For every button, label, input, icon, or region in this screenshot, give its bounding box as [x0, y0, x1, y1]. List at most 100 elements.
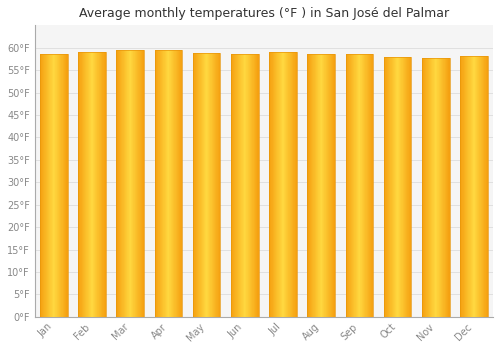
Bar — [91, 52, 92, 317]
Bar — [158, 50, 159, 317]
Bar — [45, 55, 46, 317]
Bar — [207, 53, 208, 317]
Bar — [88, 52, 90, 317]
Bar — [242, 55, 243, 317]
Bar — [215, 53, 216, 317]
Bar — [328, 55, 329, 317]
Bar — [197, 53, 198, 317]
Bar — [410, 57, 411, 317]
Bar — [157, 50, 158, 317]
Bar — [181, 50, 182, 317]
Bar — [166, 50, 167, 317]
Bar — [274, 52, 275, 317]
Bar — [407, 57, 408, 317]
Bar — [273, 52, 274, 317]
Bar — [471, 56, 472, 317]
Bar — [475, 56, 476, 317]
Bar — [82, 52, 83, 317]
Bar — [155, 50, 156, 317]
Bar — [159, 50, 160, 317]
Bar — [319, 55, 320, 317]
Bar — [469, 56, 470, 317]
Bar — [312, 55, 313, 317]
Bar — [442, 57, 443, 317]
Bar — [357, 55, 358, 317]
Bar — [287, 52, 288, 317]
Bar — [431, 57, 432, 317]
Bar — [81, 52, 82, 317]
Bar — [209, 53, 210, 317]
Bar — [169, 50, 170, 317]
Bar — [63, 55, 64, 317]
Bar — [66, 55, 67, 317]
Bar — [486, 56, 487, 317]
Bar — [360, 55, 361, 317]
Bar — [390, 57, 391, 317]
Bar — [160, 50, 162, 317]
Bar — [314, 55, 315, 317]
Bar — [92, 52, 93, 317]
Bar — [422, 57, 450, 317]
Bar — [251, 55, 252, 317]
Bar — [448, 57, 449, 317]
Bar — [472, 56, 473, 317]
Bar — [354, 55, 355, 317]
Bar — [163, 50, 164, 317]
Bar — [366, 55, 367, 317]
Bar — [346, 55, 373, 317]
Bar — [42, 55, 43, 317]
Bar — [348, 55, 349, 317]
Bar — [372, 55, 373, 317]
Bar — [96, 52, 97, 317]
Bar — [470, 56, 471, 317]
Bar — [143, 50, 144, 317]
Bar — [132, 50, 133, 317]
Bar — [245, 55, 246, 317]
Bar — [55, 55, 56, 317]
Bar — [104, 52, 105, 317]
Bar — [483, 56, 484, 317]
Bar — [252, 55, 253, 317]
Bar — [446, 57, 447, 317]
Bar — [40, 55, 41, 317]
Bar — [198, 53, 199, 317]
Bar — [199, 53, 200, 317]
Bar — [447, 57, 448, 317]
Bar — [283, 52, 284, 317]
Bar — [177, 50, 178, 317]
Bar — [406, 57, 407, 317]
Bar — [93, 52, 94, 317]
Bar — [291, 52, 292, 317]
Bar — [98, 52, 99, 317]
Bar — [249, 55, 250, 317]
Bar — [321, 55, 322, 317]
Bar — [274, 52, 276, 317]
Bar — [427, 57, 428, 317]
Bar — [330, 55, 331, 317]
Bar — [313, 55, 314, 317]
Bar — [97, 52, 98, 317]
Bar — [320, 55, 321, 317]
Bar — [94, 52, 95, 317]
Bar — [241, 55, 242, 317]
Bar — [388, 57, 389, 317]
Bar — [487, 56, 488, 317]
Bar — [365, 55, 366, 317]
Bar — [461, 56, 462, 317]
Bar — [138, 50, 139, 317]
Bar — [435, 57, 436, 317]
Bar — [346, 55, 348, 317]
Bar — [236, 55, 237, 317]
Bar — [334, 55, 335, 317]
Bar — [389, 57, 390, 317]
Bar — [285, 52, 286, 317]
Bar — [400, 57, 401, 317]
Bar — [318, 55, 319, 317]
Bar — [213, 53, 214, 317]
Bar — [58, 55, 59, 317]
Bar — [90, 52, 91, 317]
Bar — [434, 57, 435, 317]
Bar — [86, 52, 87, 317]
Bar — [425, 57, 426, 317]
Bar — [468, 56, 469, 317]
